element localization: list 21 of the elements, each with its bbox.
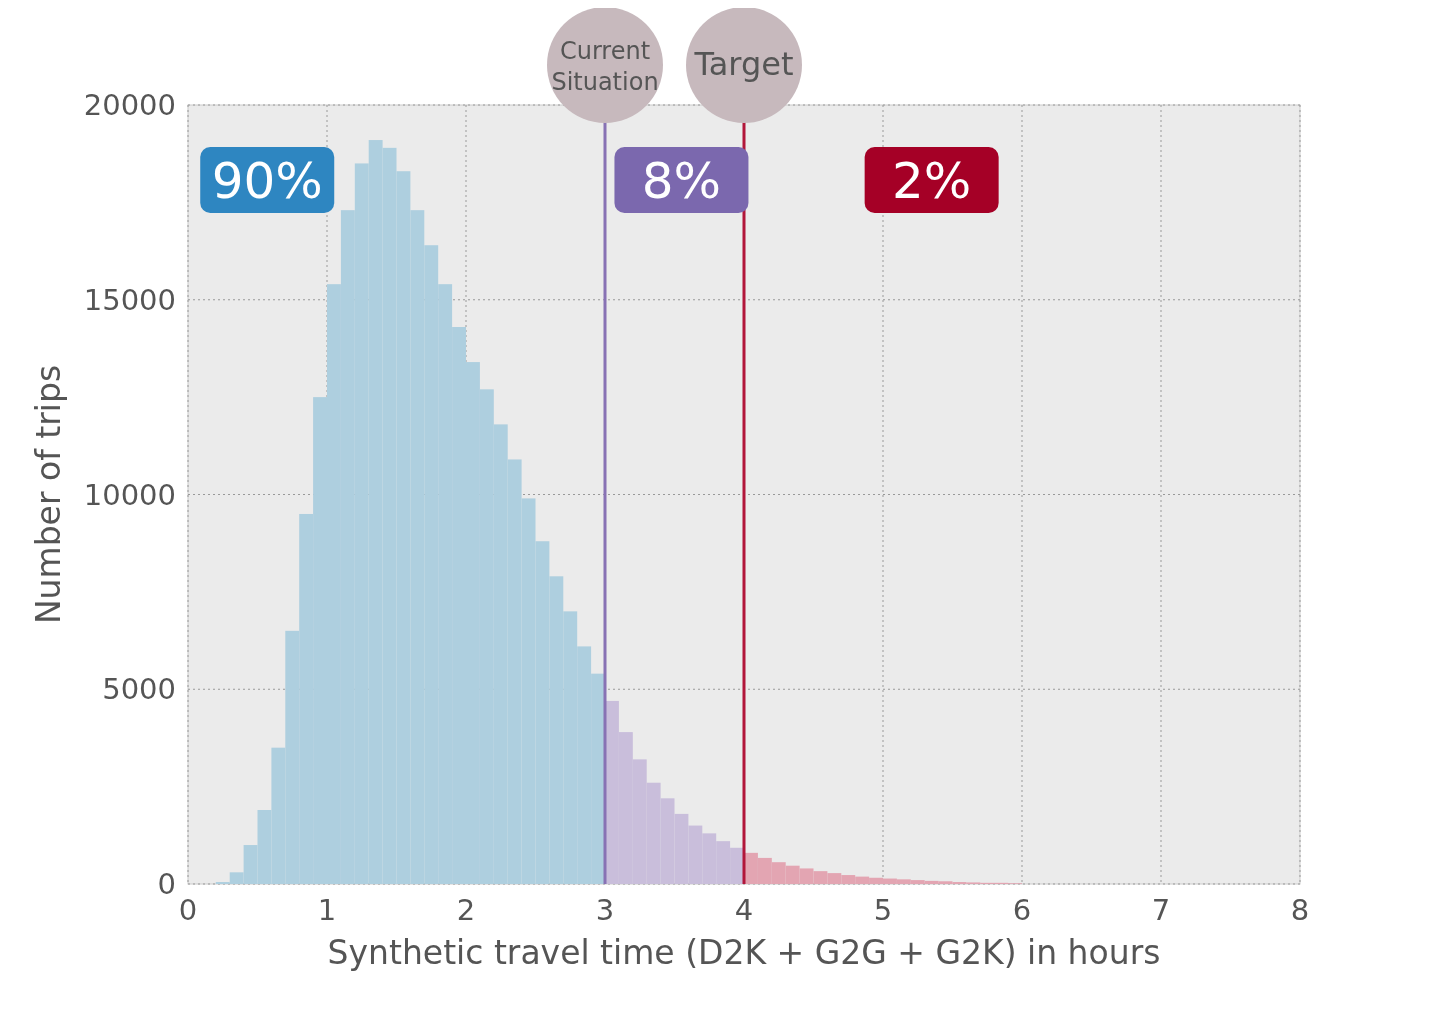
x-tick-label: 3 — [595, 893, 615, 927]
x-tick-label: 2 — [456, 893, 476, 927]
x-tick-label: 8 — [1290, 893, 1310, 927]
x-tick-label: 0 — [178, 893, 198, 927]
x-tick-label: 6 — [1012, 893, 1032, 927]
y-tick-label: 5000 — [102, 672, 176, 707]
x-tick-label: 5 — [873, 893, 893, 927]
annotation: 8% — [641, 152, 722, 210]
annotation: 90% — [211, 152, 323, 210]
y-tick-label: 20000 — [83, 88, 176, 122]
ref-line-label: Target — [693, 45, 794, 83]
x-tick-label: 7 — [1151, 893, 1171, 927]
x-axis-title: Synthetic travel time (D2K + G2G + G2K) in hours — [327, 933, 1161, 972]
y-tick-label: 15000 — [83, 282, 176, 317]
y-tick-label: 10000 — [83, 477, 176, 512]
x-tick-label: 4 — [734, 893, 754, 927]
y-tick-label: 0 — [157, 867, 176, 901]
annotation: 2% — [891, 152, 972, 210]
x-tick-label: 1 — [317, 893, 337, 927]
ref-line-label: Current Situation — [551, 36, 659, 96]
y-axis-title: Number of trips — [29, 364, 68, 625]
